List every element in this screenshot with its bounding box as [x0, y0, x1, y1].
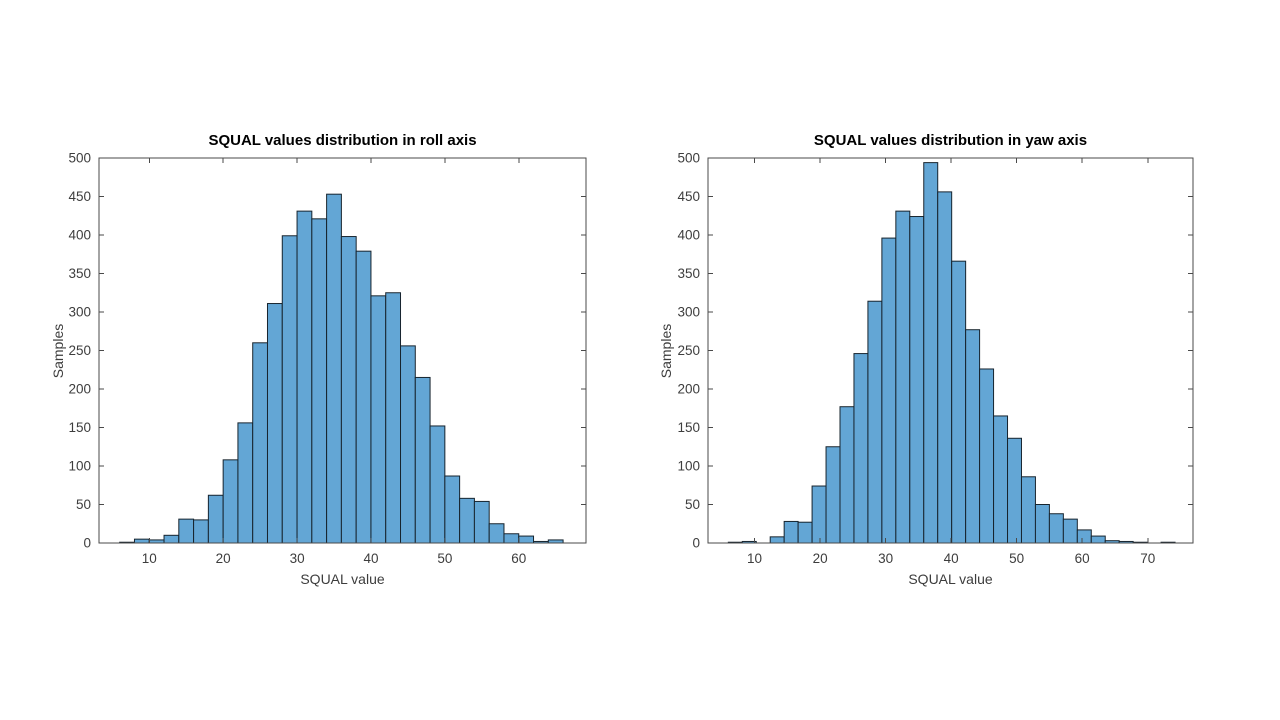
y-axis-label-yaw: Samples — [658, 323, 674, 379]
x-tick-label: 10 — [747, 551, 762, 566]
histogram-bar — [429, 425, 446, 544]
histogram-bar — [783, 520, 799, 544]
y-tick-label: 150 — [677, 420, 700, 435]
histogram-bar — [503, 533, 520, 544]
histogram-bar — [965, 329, 981, 544]
histogram-bar — [178, 518, 195, 544]
y-tick-label: 100 — [677, 459, 700, 474]
histogram-bar — [385, 292, 402, 544]
histogram-bar — [163, 534, 180, 544]
y-tick-label: 150 — [68, 420, 91, 435]
histogram-bar — [1048, 513, 1064, 544]
histogram-bar — [979, 368, 995, 544]
y-tick-label: 450 — [68, 189, 91, 204]
y-tick-label: 350 — [677, 266, 700, 281]
y-tick-label: 400 — [677, 228, 700, 243]
histogram-bar — [518, 535, 535, 544]
histogram-bar — [1062, 518, 1078, 544]
x-tick-label: 10 — [142, 551, 157, 566]
y-tick-label: 250 — [677, 343, 700, 358]
histogram-bar — [1007, 437, 1022, 544]
x-tick-label: 20 — [813, 551, 828, 566]
histogram-bar — [311, 218, 328, 544]
histogram-bar — [1020, 476, 1036, 544]
histogram-bar — [355, 250, 372, 544]
y-tick-label: 500 — [677, 151, 700, 166]
histogram-bar — [340, 236, 357, 544]
histogram-bar — [1076, 529, 1092, 544]
y-tick-label: 300 — [68, 305, 91, 320]
y-tick-label: 500 — [68, 151, 91, 166]
y-tick-label: 50 — [76, 497, 91, 512]
x-axis-label-yaw: SQUAL value — [908, 571, 993, 587]
histogram-bar — [811, 485, 827, 544]
histogram-bar — [937, 191, 953, 544]
histogram-bar — [266, 303, 283, 544]
histogram-bar — [895, 210, 911, 544]
y-tick-label: 400 — [68, 228, 91, 243]
histogram-bar — [1034, 504, 1050, 544]
histogram-bar — [414, 376, 431, 544]
x-tick-label: 60 — [1075, 551, 1090, 566]
x-tick-label: 70 — [1140, 551, 1155, 566]
histogram-bar — [252, 342, 268, 544]
y-tick-label: 350 — [68, 266, 91, 281]
x-tick-label: 50 — [437, 551, 452, 566]
y-tick-label: 200 — [68, 382, 91, 397]
histogram-bar — [193, 519, 209, 544]
histogram-bar — [133, 538, 150, 544]
histogram-bar — [473, 500, 490, 544]
chart-title-yaw: SQUAL values distribution in yaw axis — [813, 132, 1088, 149]
x-tick-label: 30 — [290, 551, 305, 566]
x-tick-label: 60 — [511, 551, 526, 566]
y-tick-label: 0 — [692, 536, 700, 551]
x-tick-label: 40 — [363, 551, 378, 566]
histogram-bar — [839, 406, 855, 544]
y-tick-label: 100 — [68, 459, 91, 474]
histogram-bar — [797, 521, 813, 544]
histogram-bar — [1090, 535, 1106, 544]
histogram-bar — [222, 459, 239, 544]
histogram-bar — [400, 345, 416, 544]
histogram-bar — [459, 497, 475, 544]
histogram-bar — [237, 422, 254, 544]
histogram-bar — [296, 210, 313, 544]
histogram-bar — [951, 260, 967, 544]
x-tick-label: 20 — [216, 551, 231, 566]
x-tick-label: 50 — [1009, 551, 1024, 566]
histogram-bar — [853, 353, 869, 544]
y-tick-label: 250 — [68, 343, 91, 358]
histogram-bar — [370, 295, 387, 544]
histogram-bar — [769, 536, 785, 544]
x-tick-label: 40 — [944, 551, 959, 566]
y-tick-label: 300 — [677, 305, 700, 320]
x-tick-label: 30 — [878, 551, 893, 566]
histogram-bar — [881, 237, 897, 544]
histogram-bar — [488, 523, 505, 544]
histogram-bar — [207, 494, 224, 544]
histogram-bar — [867, 300, 883, 544]
chart-title-roll: SQUAL values distribution in roll axis — [208, 132, 477, 149]
histogram-bar — [993, 415, 1009, 544]
histogram-bar — [909, 216, 925, 544]
y-axis-label-roll: Samples — [50, 323, 66, 379]
histogram-bar — [825, 446, 841, 544]
histogram-bar — [281, 235, 298, 544]
histogram-bar — [326, 193, 342, 544]
y-tick-label: 0 — [83, 536, 91, 551]
y-tick-label: 450 — [677, 189, 700, 204]
y-tick-label: 50 — [685, 497, 700, 512]
histogram-bar — [444, 475, 461, 544]
histogram-bar — [923, 162, 939, 544]
y-tick-label: 200 — [677, 382, 700, 397]
x-axis-label-roll: SQUAL value — [300, 571, 385, 587]
